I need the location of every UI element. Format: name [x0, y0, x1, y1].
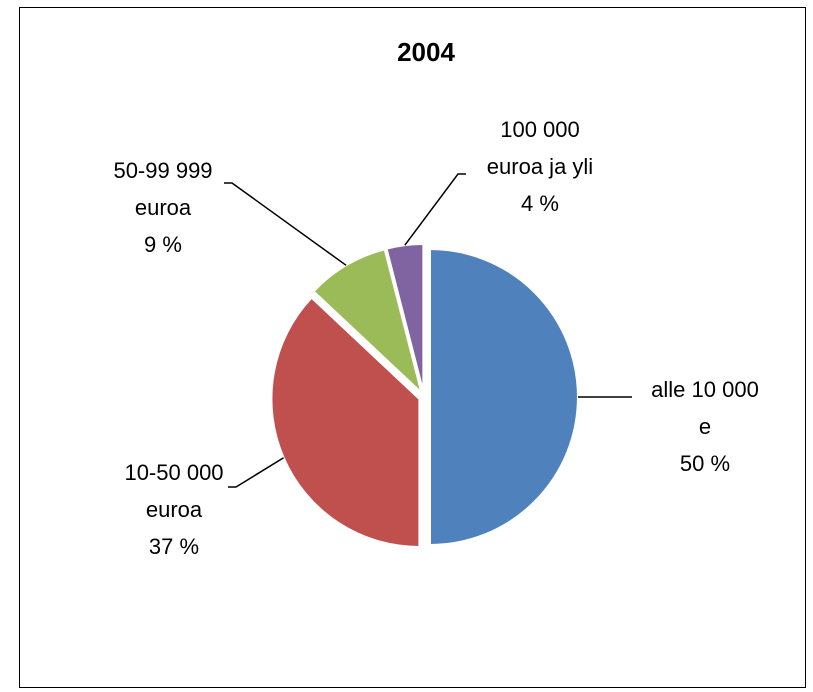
data-label-line: 37 % — [149, 534, 199, 559]
data-label: 100 000 euroa ja yli 4 % — [487, 117, 593, 216]
data-label-line: 9 % — [144, 232, 182, 257]
leader-line — [404, 173, 466, 246]
data-label: 50-99 999 euroa 9 % — [113, 158, 212, 257]
data-label-line: 100 000 — [500, 117, 580, 142]
pie-slices — [270, 243, 579, 548]
data-label-line: euroa — [135, 195, 192, 220]
data-label-line: alle 10 000 — [651, 377, 759, 402]
data-labels: alle 10 000 e 50 % 10-50 000 euroa 37 % 50-99 … — [113, 117, 758, 559]
data-label-line: e — [699, 414, 711, 439]
data-label-line: 10-50 000 — [124, 460, 223, 485]
leader-lines — [224, 173, 632, 488]
leader-line — [228, 457, 284, 488]
chart-title: 2004 — [397, 37, 455, 67]
leader-line — [224, 182, 347, 266]
data-label-line: euroa ja yli — [487, 154, 593, 179]
data-label-line: 50-99 999 — [113, 158, 212, 183]
pie-slice — [312, 248, 424, 396]
data-label-line: 4 % — [521, 191, 559, 216]
data-label-line: 50 % — [680, 451, 730, 476]
data-label-line: euroa — [146, 497, 203, 522]
data-label: 10-50 000 euroa 37 % — [124, 460, 223, 559]
data-label: alle 10 000 e 50 % — [651, 377, 759, 476]
